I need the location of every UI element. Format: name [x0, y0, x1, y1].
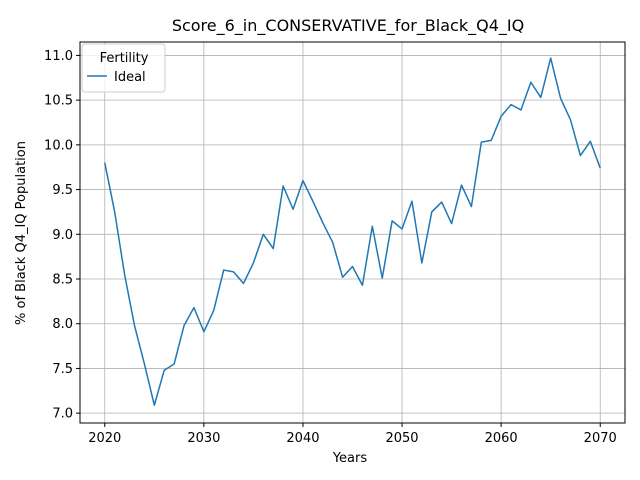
- y-tick-label: 9.5: [52, 183, 73, 198]
- legend-box: [81, 43, 166, 93]
- y-tick-label: 8.5: [52, 273, 73, 288]
- y-tick-label: 9.0: [52, 228, 73, 243]
- legend: Fertility Ideal: [81, 43, 166, 93]
- y-axis-label: % of Black Q4_IQ Population: [14, 141, 29, 325]
- y-tick-label: 8.0: [52, 317, 73, 332]
- x-tick-label: 2070: [584, 431, 617, 446]
- series-line-ideal: [104, 57, 601, 406]
- legend-label-ideal: Ideal: [114, 70, 146, 85]
- x-tick-label: 2040: [286, 431, 319, 446]
- x-tick-label: 2020: [88, 431, 121, 446]
- x-axis-label: Years: [332, 451, 368, 466]
- y-tick-label: 7.5: [52, 362, 73, 377]
- series-layer: [104, 57, 601, 406]
- x-tick-label: 2060: [485, 431, 518, 446]
- y-axis-ticks: 7.0 7.5 8.0 8.5 9.0 9.5 10.0 10.5 11.0: [44, 49, 80, 422]
- legend-title: Fertility: [100, 51, 149, 66]
- y-tick-label: 10.5: [44, 94, 73, 109]
- x-tick-label: 2030: [187, 431, 220, 446]
- grid: [80, 42, 625, 423]
- plot-frame: [79, 41, 626, 424]
- x-axis-ticks: 2020 2030 2040 2050 2060 2070: [88, 423, 617, 446]
- y-tick-label: 11.0: [44, 49, 73, 64]
- y-tick-label: 7.0: [52, 407, 73, 422]
- x-tick-label: 2050: [385, 431, 418, 446]
- y-tick-label: 10.0: [44, 138, 73, 153]
- chart-title: Score_6_in_CONSERVATIVE_for_Black_Q4_IQ: [172, 16, 524, 36]
